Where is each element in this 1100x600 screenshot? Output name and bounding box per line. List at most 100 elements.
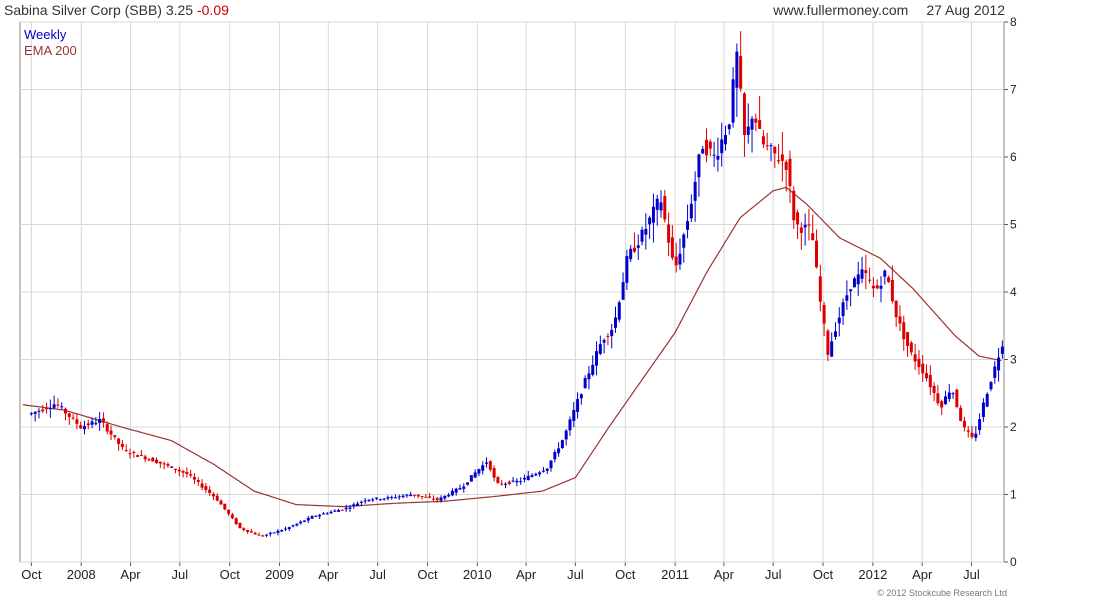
candle-body <box>974 433 978 438</box>
candle-body <box>655 198 659 210</box>
candle-body <box>424 496 428 498</box>
candle-body <box>428 496 432 498</box>
candle-body <box>686 221 690 230</box>
x-tick-label: 2011 <box>661 567 689 582</box>
candle-body <box>856 274 860 285</box>
candle-body <box>538 472 542 475</box>
candle-body <box>367 499 371 501</box>
copyright-note: © 2012 Stockcube Research Ltd <box>877 588 1007 598</box>
y-tick-label: 2 <box>1010 420 1017 434</box>
candle-body <box>496 477 500 484</box>
candle-body <box>390 496 394 498</box>
candle-body <box>503 483 507 485</box>
candle-body <box>761 136 765 145</box>
candle-body <box>333 510 337 512</box>
y-tick-label: 0 <box>1010 555 1017 569</box>
candle-body <box>458 488 462 490</box>
candle-body <box>280 530 284 532</box>
candle-body <box>940 401 944 408</box>
candle-body <box>344 507 348 510</box>
y-tick-label: 3 <box>1010 353 1017 367</box>
candle-body <box>651 206 655 223</box>
candle-body <box>340 509 344 511</box>
candle-body <box>553 452 557 460</box>
candle-body <box>253 532 257 535</box>
candle-body <box>170 466 174 468</box>
x-tick-label: 2012 <box>858 567 887 582</box>
candle-body <box>185 471 189 475</box>
candle-body <box>462 486 466 489</box>
candle-body <box>860 269 864 279</box>
candle-body <box>682 234 686 248</box>
candle-body <box>64 408 68 414</box>
candle-body <box>598 344 602 354</box>
candle-body <box>591 364 595 375</box>
candle-body <box>564 430 568 440</box>
candle-body <box>363 500 367 502</box>
candle-body <box>375 497 379 499</box>
candle-body <box>378 499 382 501</box>
candle-body <box>913 354 917 362</box>
candle-body <box>359 501 363 503</box>
candle-body <box>955 389 959 407</box>
candle-body <box>230 514 234 519</box>
candle-body <box>560 440 564 449</box>
candle-body <box>962 420 966 428</box>
candle-body <box>667 224 671 243</box>
candle-body <box>644 228 648 235</box>
candle-body <box>272 532 276 534</box>
candle-body <box>636 245 640 248</box>
ema-200-line <box>22 187 1002 508</box>
candle-body <box>246 529 250 532</box>
candle-body <box>492 468 496 478</box>
candle-body <box>522 477 526 480</box>
candle-body <box>120 443 124 448</box>
candle-body <box>306 517 310 521</box>
candle-body <box>875 285 879 289</box>
candle-body <box>155 459 159 464</box>
candle-body <box>82 426 86 430</box>
candle-body <box>143 456 147 460</box>
candle-body <box>79 425 83 429</box>
candle-body <box>898 316 902 324</box>
y-tick-label: 7 <box>1010 83 1017 97</box>
candle-body <box>837 317 841 324</box>
candle-body <box>192 476 196 480</box>
candle-body <box>777 160 781 162</box>
candle-body <box>943 396 947 405</box>
candle-body <box>648 217 652 225</box>
candle-body <box>211 493 215 497</box>
candle-body <box>158 461 162 464</box>
candle-body <box>329 511 333 514</box>
candle-body <box>617 302 621 320</box>
candle-body <box>959 407 963 421</box>
x-tick-label: Oct <box>615 567 636 582</box>
candle-body <box>151 457 155 462</box>
candle-body <box>117 438 121 444</box>
candle-body <box>310 516 314 519</box>
site-link[interactable]: www.fullermoney.com <box>773 2 909 18</box>
candle-body <box>731 79 735 123</box>
candle-body <box>56 404 60 406</box>
candle-body <box>136 455 140 457</box>
candle-body <box>887 277 891 283</box>
candle-body <box>90 421 94 425</box>
candle-body <box>132 451 136 453</box>
candle-body <box>864 270 868 274</box>
candle-body <box>693 181 697 201</box>
source-info: www.fullermoney.com 27 Aug 2012 <box>773 2 1005 18</box>
candle-body <box>629 248 633 260</box>
candle-body <box>291 525 295 527</box>
candle-body <box>109 430 113 435</box>
candle-body <box>33 411 37 414</box>
candle-body <box>466 482 470 485</box>
candle-body <box>98 419 102 423</box>
candle-body <box>166 463 170 466</box>
candle-body <box>625 256 629 283</box>
candle-body <box>519 481 523 483</box>
candle-body <box>807 224 811 226</box>
candle-body <box>386 497 390 499</box>
y-tick-label: 5 <box>1010 218 1017 232</box>
candle-body <box>321 513 325 515</box>
candle-body <box>488 461 492 470</box>
